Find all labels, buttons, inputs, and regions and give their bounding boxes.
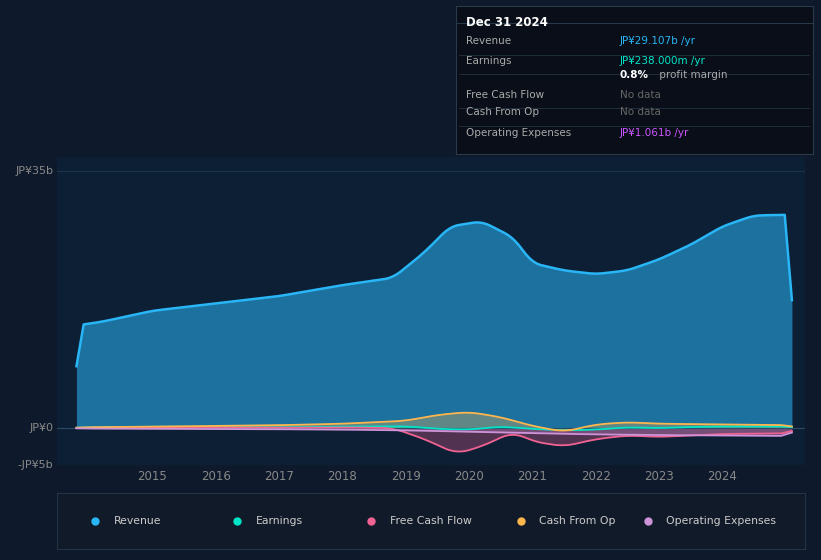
Text: Revenue: Revenue <box>466 36 511 46</box>
Text: Cash From Op: Cash From Op <box>466 108 539 118</box>
Text: -JP¥5b: -JP¥5b <box>18 460 53 470</box>
Text: JP¥1.061b /yr: JP¥1.061b /yr <box>620 128 690 138</box>
Text: JP¥35b: JP¥35b <box>16 166 53 176</box>
Text: Earnings: Earnings <box>466 55 511 66</box>
Text: 0.8%: 0.8% <box>620 71 649 80</box>
Text: Cash From Op: Cash From Op <box>539 516 616 526</box>
Text: JP¥0: JP¥0 <box>30 423 53 433</box>
Text: Revenue: Revenue <box>113 516 161 526</box>
Text: JP¥29.107b /yr: JP¥29.107b /yr <box>620 36 696 46</box>
Text: No data: No data <box>620 108 661 118</box>
Text: profit margin: profit margin <box>656 71 727 80</box>
Text: Dec 31 2024: Dec 31 2024 <box>466 16 548 29</box>
Text: Earnings: Earnings <box>255 516 303 526</box>
Text: Operating Expenses: Operating Expenses <box>667 516 777 526</box>
Text: Free Cash Flow: Free Cash Flow <box>390 516 472 526</box>
Text: Free Cash Flow: Free Cash Flow <box>466 90 544 100</box>
Text: JP¥238.000m /yr: JP¥238.000m /yr <box>620 55 706 66</box>
Text: Operating Expenses: Operating Expenses <box>466 128 571 138</box>
Text: No data: No data <box>620 90 661 100</box>
